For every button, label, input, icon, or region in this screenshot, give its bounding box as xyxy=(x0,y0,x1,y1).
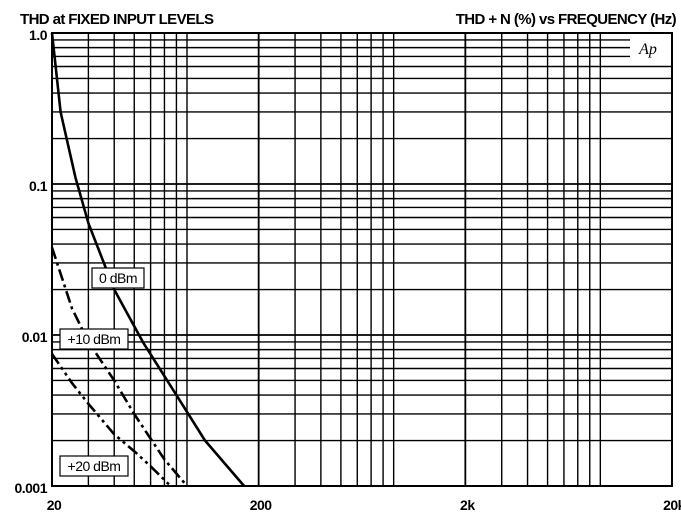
ap-logo: Ap xyxy=(630,38,671,58)
y-tick-label: 0.1 xyxy=(29,178,48,194)
series-line xyxy=(50,353,172,487)
x-tick-label: 200 xyxy=(250,497,273,513)
series-label-box xyxy=(59,328,129,350)
x-tick-label: 20 xyxy=(47,497,62,513)
y-tick-label: 0.01 xyxy=(22,329,48,345)
series-line xyxy=(50,32,246,487)
x-tick-label: 20k xyxy=(663,497,681,513)
plot-labels: 0 dBm +10 dBm +20 dBm xyxy=(59,267,145,477)
y-tick-label: 1.0 xyxy=(29,27,48,43)
plot-grid: 20 200 2k 20k 1.0 0.1 0.01 0.001 xyxy=(14,27,681,513)
plot-curves xyxy=(50,32,246,487)
series-label: +10 dBm xyxy=(68,331,121,347)
chart-title-left: THD at FIXED INPUT LEVELS xyxy=(20,11,214,28)
series-label: +20 dBm xyxy=(68,458,121,474)
series-label-box xyxy=(59,455,129,477)
series-label: 0 dBm xyxy=(99,270,137,286)
ap-logo-text: Ap xyxy=(638,41,657,58)
chart-title-right: THD + N (%) vs FREQUENCY (Hz) xyxy=(456,11,677,28)
plot-frame xyxy=(51,32,673,487)
series-line xyxy=(50,247,188,487)
y-tick-label: 0.001 xyxy=(14,480,47,496)
x-tick-label: 2k xyxy=(460,497,475,513)
series-label-box xyxy=(91,267,145,289)
